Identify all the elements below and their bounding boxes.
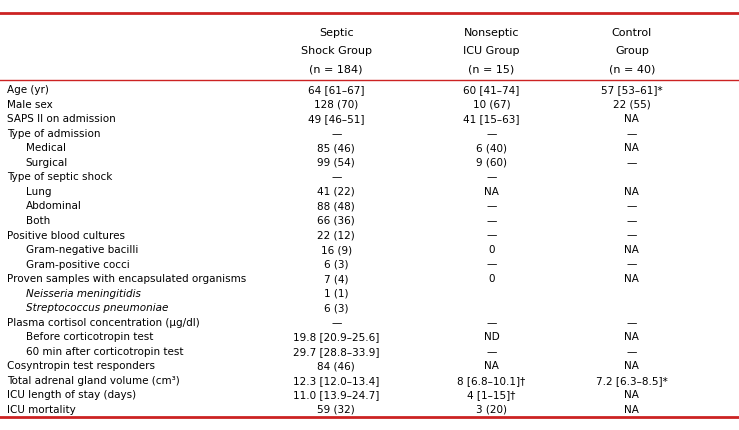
- Text: 66 (36): 66 (36): [317, 216, 355, 226]
- Text: 3 (20): 3 (20): [476, 405, 507, 415]
- Text: Cosyntropin test responders: Cosyntropin test responders: [7, 361, 155, 371]
- Text: Total adrenal gland volume (cm³): Total adrenal gland volume (cm³): [7, 376, 180, 386]
- Text: NA: NA: [624, 245, 639, 255]
- Text: NA: NA: [624, 114, 639, 124]
- Text: —: —: [486, 260, 497, 270]
- Text: —: —: [627, 230, 637, 240]
- Text: Both: Both: [26, 216, 50, 226]
- Text: 84 (46): 84 (46): [317, 361, 355, 371]
- Text: —: —: [627, 129, 637, 139]
- Text: Age (yr): Age (yr): [7, 85, 50, 95]
- Text: (n = 184): (n = 184): [310, 64, 363, 74]
- Text: 57 [53–61]*: 57 [53–61]*: [601, 85, 663, 95]
- Text: NA: NA: [624, 143, 639, 154]
- Text: 16 (9): 16 (9): [321, 245, 352, 255]
- Text: ICU mortality: ICU mortality: [7, 405, 76, 415]
- Text: —: —: [331, 172, 341, 182]
- Text: NA: NA: [624, 332, 639, 342]
- Text: 12.3 [12.0–13.4]: 12.3 [12.0–13.4]: [293, 376, 379, 386]
- Text: 22 (55): 22 (55): [613, 100, 651, 110]
- Text: Before corticotropin test: Before corticotropin test: [26, 332, 153, 342]
- Text: 60 [41–74]: 60 [41–74]: [463, 85, 520, 95]
- Text: Male sex: Male sex: [7, 100, 53, 110]
- Text: ICU Group: ICU Group: [463, 46, 520, 56]
- Text: Positive blood cultures: Positive blood cultures: [7, 230, 126, 240]
- Text: Nonseptic: Nonseptic: [463, 28, 520, 38]
- Text: 11.0 [13.9–24.7]: 11.0 [13.9–24.7]: [293, 390, 379, 400]
- Text: NA: NA: [484, 187, 499, 197]
- Text: 41 (22): 41 (22): [317, 187, 355, 197]
- Text: Plasma cortisol concentration (μg/dl): Plasma cortisol concentration (μg/dl): [7, 318, 200, 328]
- Text: Control: Control: [612, 28, 652, 38]
- Text: 64 [61–67]: 64 [61–67]: [308, 85, 364, 95]
- Text: NA: NA: [624, 405, 639, 415]
- Text: ND: ND: [483, 332, 500, 342]
- Text: —: —: [627, 202, 637, 212]
- Text: 88 (48): 88 (48): [317, 202, 355, 212]
- Text: (n = 15): (n = 15): [469, 64, 514, 74]
- Text: 19.8 [20.9–25.6]: 19.8 [20.9–25.6]: [293, 332, 379, 342]
- Text: Neisseria meningitidis: Neisseria meningitidis: [26, 289, 140, 298]
- Text: NA: NA: [624, 187, 639, 197]
- Text: Type of admission: Type of admission: [7, 129, 101, 139]
- Text: 99 (54): 99 (54): [317, 158, 355, 168]
- Text: Surgical: Surgical: [26, 158, 68, 168]
- Text: 60 min after corticotropin test: 60 min after corticotropin test: [26, 347, 183, 357]
- Text: —: —: [627, 260, 637, 270]
- Text: Shock Group: Shock Group: [301, 46, 372, 56]
- Text: 49 [46–51]: 49 [46–51]: [308, 114, 364, 124]
- Text: Group: Group: [615, 46, 649, 56]
- Text: 59 (32): 59 (32): [317, 405, 355, 415]
- Text: —: —: [486, 230, 497, 240]
- Text: —: —: [627, 158, 637, 168]
- Text: Gram-positive cocci: Gram-positive cocci: [26, 260, 129, 270]
- Text: Abdominal: Abdominal: [26, 202, 82, 212]
- Text: —: —: [627, 216, 637, 226]
- Text: 7 (4): 7 (4): [324, 274, 349, 284]
- Text: Proven samples with encapsulated organisms: Proven samples with encapsulated organis…: [7, 274, 247, 284]
- Text: Septic: Septic: [319, 28, 353, 38]
- Text: 0: 0: [488, 274, 494, 284]
- Text: NA: NA: [624, 274, 639, 284]
- Text: 4 [1–15]†: 4 [1–15]†: [467, 390, 516, 400]
- Text: 8 [6.8–10.1]†: 8 [6.8–10.1]†: [457, 376, 525, 386]
- Text: 128 (70): 128 (70): [314, 100, 358, 110]
- Text: (n = 40): (n = 40): [609, 64, 655, 74]
- Text: 9 (60): 9 (60): [476, 158, 507, 168]
- Text: —: —: [486, 129, 497, 139]
- Text: —: —: [486, 216, 497, 226]
- Text: —: —: [331, 129, 341, 139]
- Text: 6 (3): 6 (3): [324, 260, 349, 270]
- Text: 6 (40): 6 (40): [476, 143, 507, 154]
- Text: SAPS II on admission: SAPS II on admission: [7, 114, 116, 124]
- Text: —: —: [627, 347, 637, 357]
- Text: Medical: Medical: [26, 143, 66, 154]
- Text: 1 (1): 1 (1): [324, 289, 349, 298]
- Text: 22 (12): 22 (12): [317, 230, 355, 240]
- Text: NA: NA: [624, 361, 639, 371]
- Text: —: —: [486, 202, 497, 212]
- Text: 10 (67): 10 (67): [473, 100, 510, 110]
- Text: 0: 0: [488, 245, 494, 255]
- Text: —: —: [331, 318, 341, 328]
- Text: 6 (3): 6 (3): [324, 303, 349, 313]
- Text: 7.2 [6.3–8.5]*: 7.2 [6.3–8.5]*: [596, 376, 668, 386]
- Text: 41 [15–63]: 41 [15–63]: [463, 114, 520, 124]
- Text: Streptococcus pneumoniae: Streptococcus pneumoniae: [26, 303, 168, 313]
- Text: Lung: Lung: [26, 187, 52, 197]
- Text: Gram-negative bacilli: Gram-negative bacilli: [26, 245, 138, 255]
- Text: NA: NA: [484, 361, 499, 371]
- Text: 85 (46): 85 (46): [317, 143, 355, 154]
- Text: —: —: [486, 172, 497, 182]
- Text: —: —: [627, 318, 637, 328]
- Text: 29.7 [28.8–33.9]: 29.7 [28.8–33.9]: [293, 347, 380, 357]
- Text: —: —: [486, 318, 497, 328]
- Text: NA: NA: [624, 390, 639, 400]
- Text: Type of septic shock: Type of septic shock: [7, 172, 113, 182]
- Text: ICU length of stay (days): ICU length of stay (days): [7, 390, 137, 400]
- Text: —: —: [486, 347, 497, 357]
